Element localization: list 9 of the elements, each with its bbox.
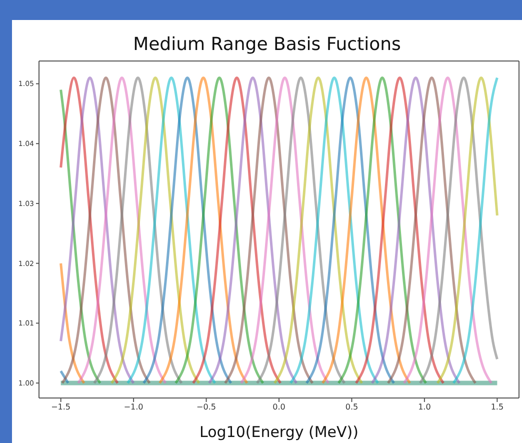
x-tick-label: 1.5 <box>490 402 504 412</box>
x-tick-label: 0.5 <box>345 402 358 412</box>
chart-title: Medium Range Basis Fuctions <box>132 34 402 55</box>
x-tick-label: −1.5 <box>51 402 71 412</box>
x-tick-label: 1.0 <box>418 402 431 412</box>
x-tick-label: −0.5 <box>196 402 216 412</box>
x-axis-title: Log10(Energy (MeV)) <box>199 423 359 441</box>
x-tick-label: −1.0 <box>124 402 144 412</box>
x-tick-label: 0.0 <box>272 402 286 412</box>
